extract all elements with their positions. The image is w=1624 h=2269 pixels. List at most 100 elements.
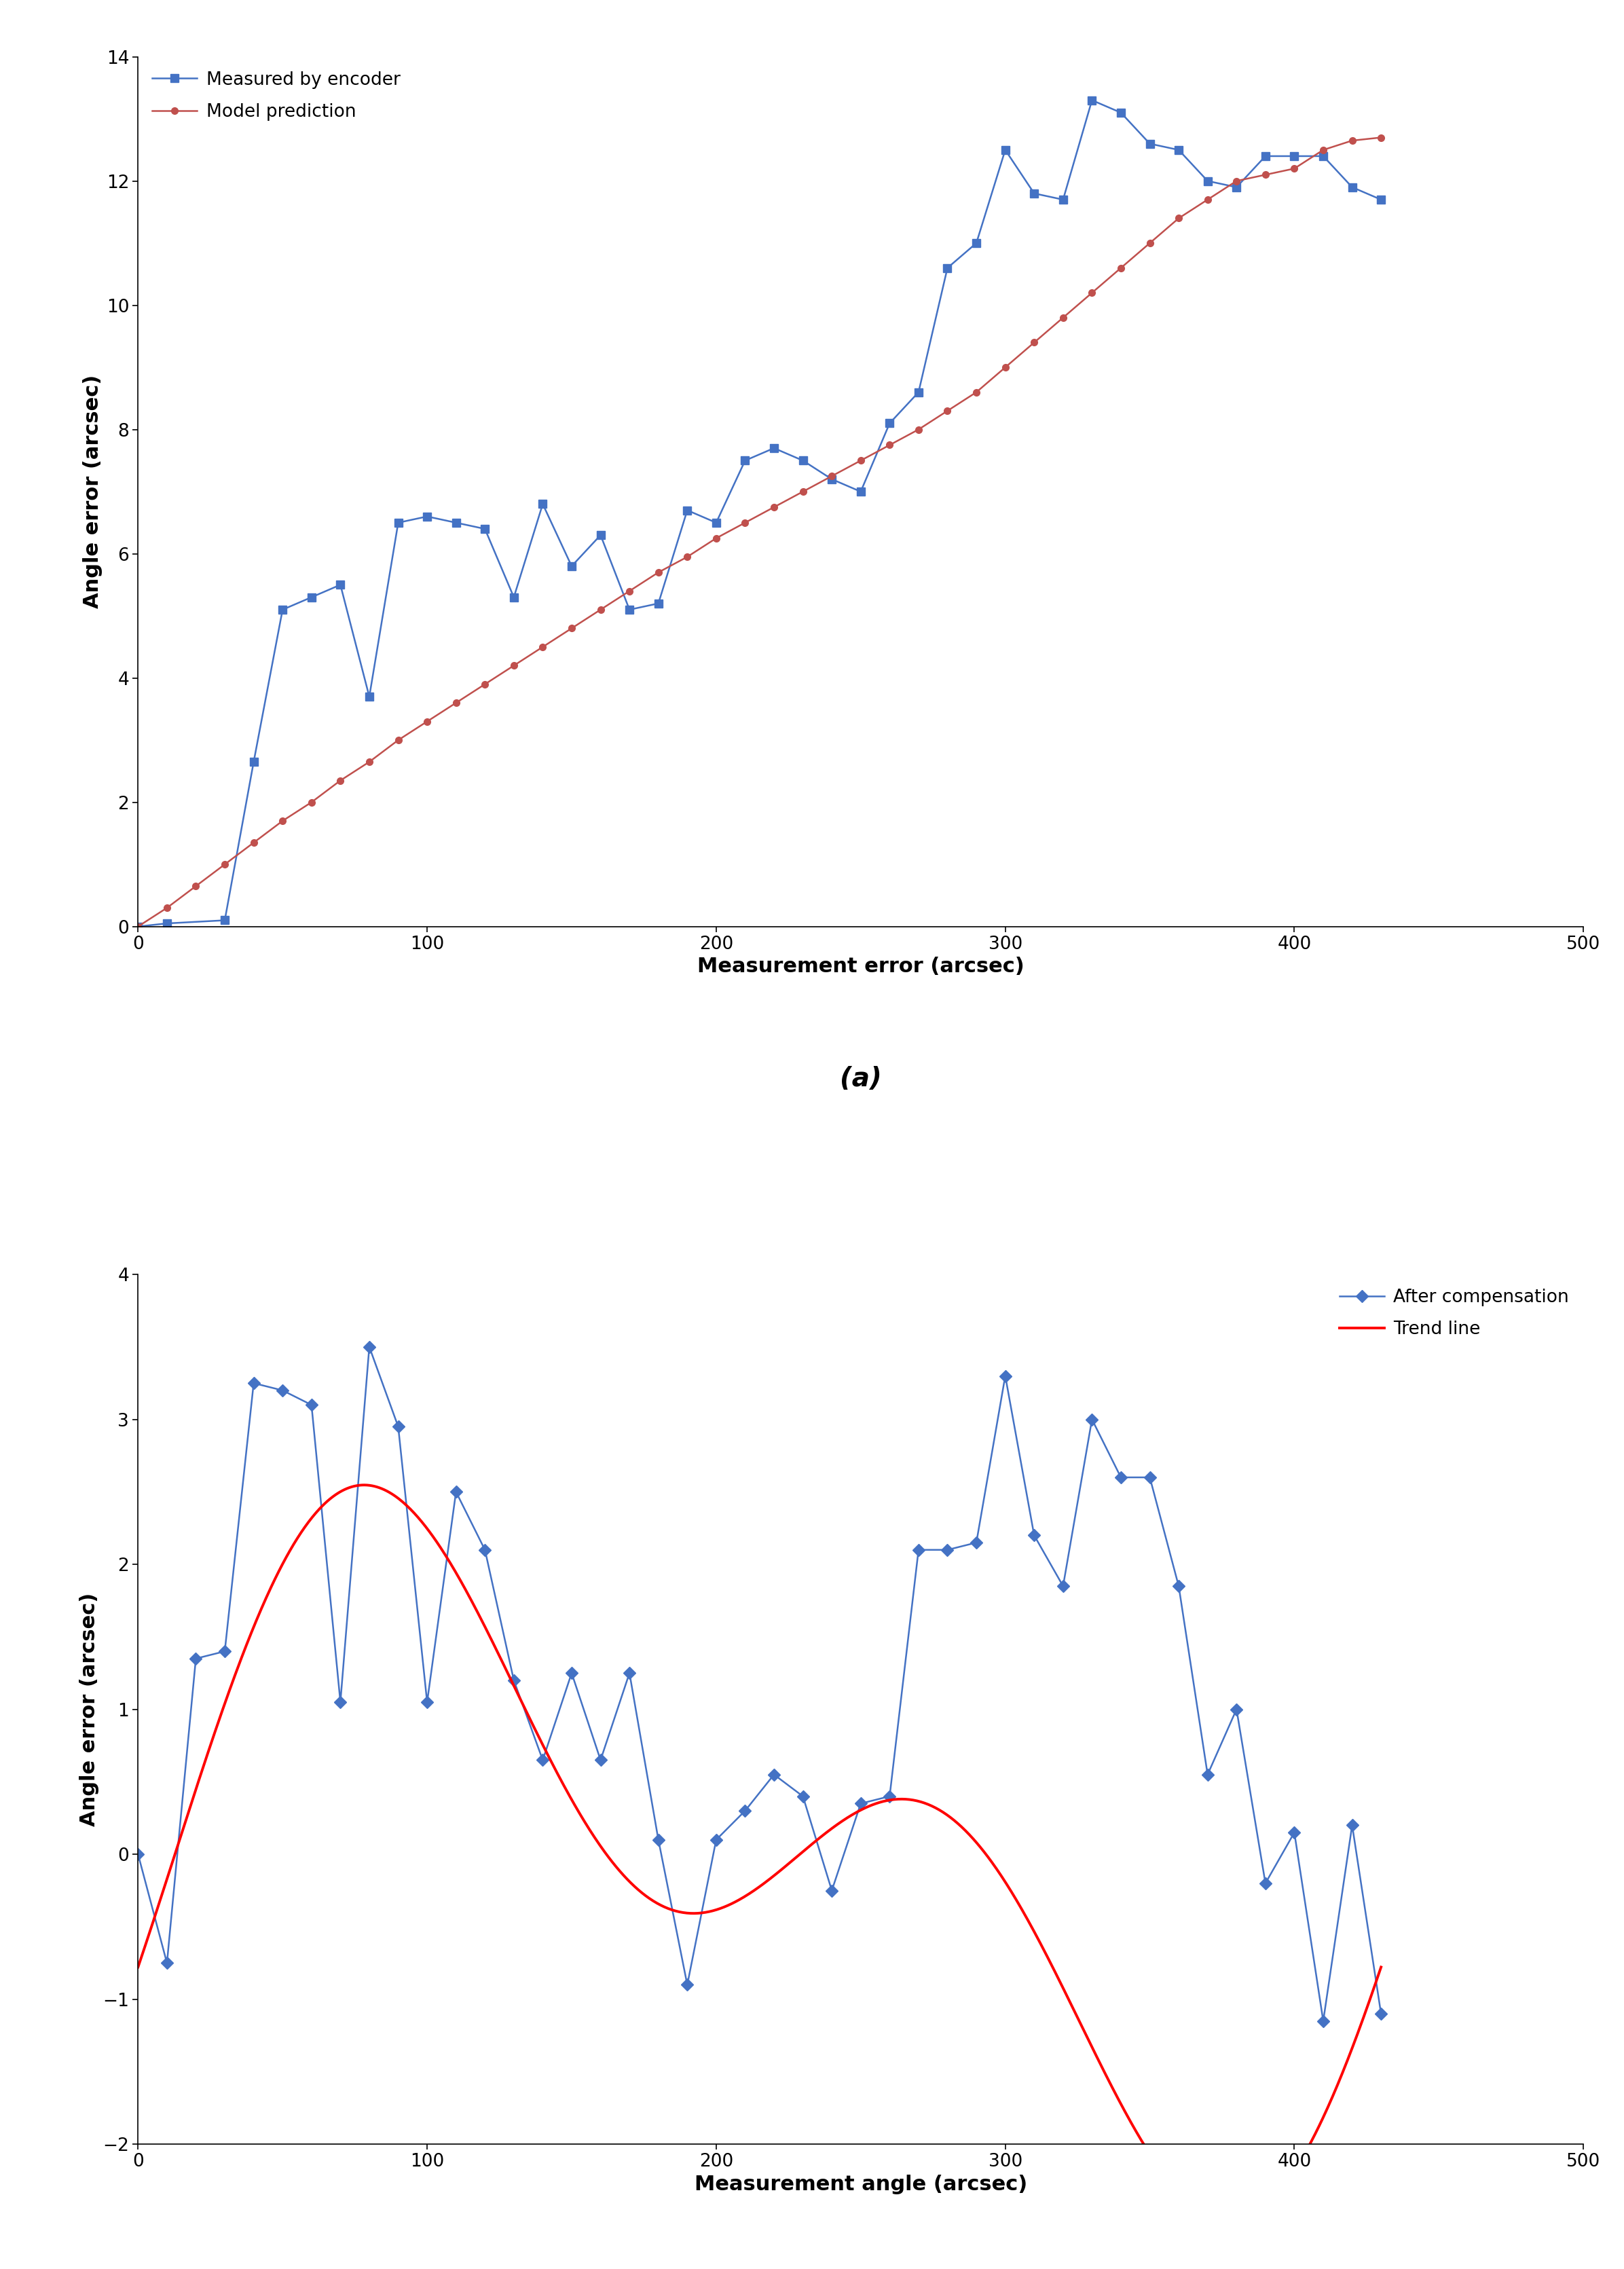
Measured by encoder	[909, 379, 929, 406]
Measured by encoder	[1343, 175, 1363, 202]
Model prediction	[1082, 279, 1101, 306]
Line: Trend line: Trend line	[138, 1484, 1380, 2221]
Measured by encoder	[388, 508, 408, 535]
Model prediction	[648, 558, 667, 585]
Model prediction	[359, 749, 378, 776]
Measured by encoder	[736, 447, 755, 474]
After compensation	[1025, 1522, 1044, 1550]
After compensation	[648, 1827, 667, 1854]
Model prediction	[996, 354, 1015, 381]
Trend line	[1121, 2108, 1140, 2135]
Measured by encoder	[880, 411, 900, 438]
Trend line	[677, 1899, 697, 1926]
Model prediction	[447, 690, 466, 717]
Model prediction	[244, 828, 263, 855]
Measured by encoder	[851, 479, 870, 506]
Measured by encoder	[533, 490, 552, 517]
Model prediction	[1199, 186, 1218, 213]
Trend line	[255, 1586, 274, 1613]
After compensation	[1199, 1761, 1218, 1788]
Model prediction	[476, 672, 495, 699]
Measured by encoder	[244, 749, 263, 776]
After compensation	[765, 1761, 784, 1788]
Measured by encoder	[359, 683, 378, 710]
After compensation	[880, 1783, 900, 1811]
Measured by encoder	[331, 572, 351, 599]
After compensation	[302, 1391, 322, 1418]
Model prediction	[736, 508, 755, 535]
After compensation	[359, 1334, 378, 1361]
After compensation	[966, 1529, 986, 1557]
Model prediction	[562, 615, 581, 642]
After compensation	[1082, 1407, 1101, 1434]
After compensation	[388, 1414, 408, 1441]
Measured by encoder	[1169, 136, 1189, 163]
After compensation	[533, 1747, 552, 1774]
After compensation	[562, 1659, 581, 1686]
Model prediction	[417, 708, 437, 735]
Measured by encoder	[966, 229, 986, 256]
Legend: After compensation, Trend line: After compensation, Trend line	[1335, 1284, 1574, 1343]
Model prediction	[851, 447, 870, 474]
X-axis label: Measurement angle (arcsec): Measurement angle (arcsec)	[695, 2174, 1026, 2194]
Model prediction	[1285, 154, 1304, 182]
Model prediction	[966, 379, 986, 406]
Model prediction	[1226, 168, 1246, 195]
Model prediction	[706, 524, 726, 551]
Measured by encoder	[1082, 86, 1101, 113]
After compensation	[1140, 1464, 1160, 1491]
Model prediction	[273, 808, 292, 835]
After compensation	[214, 1638, 234, 1665]
Measured by encoder	[1025, 179, 1044, 206]
Measured by encoder	[591, 522, 611, 549]
Measured by encoder	[562, 554, 581, 581]
Model prediction	[158, 894, 177, 921]
Measured by encoder	[620, 597, 640, 624]
After compensation	[503, 1668, 523, 1695]
Model prediction	[388, 726, 408, 753]
After compensation	[1226, 1695, 1246, 1722]
Measured by encoder	[476, 515, 495, 542]
Model prediction	[880, 431, 900, 458]
After compensation	[187, 1645, 206, 1672]
Trend line	[1220, 2208, 1239, 2235]
Trend line	[1099, 2067, 1119, 2094]
X-axis label: Measurement error (arcsec): Measurement error (arcsec)	[697, 958, 1025, 976]
After compensation	[677, 1972, 697, 1999]
Y-axis label: Angle error (arcsec): Angle error (arcsec)	[83, 374, 102, 608]
Trend line	[983, 1849, 1002, 1876]
Model prediction	[1054, 304, 1073, 331]
Measured by encoder	[273, 597, 292, 624]
Measured by encoder	[1054, 186, 1073, 213]
After compensation	[1111, 1464, 1130, 1491]
Model prediction	[1025, 329, 1044, 356]
Measured by encoder	[1140, 129, 1160, 157]
After compensation	[417, 1688, 437, 1715]
After compensation	[793, 1783, 812, 1811]
Measured by encoder	[1255, 143, 1275, 170]
Measured by encoder	[1111, 100, 1130, 127]
Measured by encoder	[706, 508, 726, 535]
After compensation	[1343, 1811, 1363, 1838]
Trend line	[354, 1470, 374, 1498]
Trend line	[1371, 1954, 1390, 1981]
Model prediction	[765, 495, 784, 522]
Line: Model prediction: Model prediction	[135, 134, 1384, 930]
After compensation	[706, 1827, 726, 1854]
Text: (a): (a)	[840, 1066, 882, 1091]
Measured by encoder	[417, 504, 437, 531]
Model prediction	[1111, 254, 1130, 281]
Legend: Measured by encoder, Model prediction: Measured by encoder, Model prediction	[148, 66, 406, 127]
Measured by encoder	[793, 447, 812, 474]
Measured by encoder	[1285, 143, 1304, 170]
Measured by encoder	[1226, 175, 1246, 202]
After compensation	[591, 1747, 611, 1774]
Measured by encoder	[214, 908, 234, 935]
After compensation	[1255, 1870, 1275, 1897]
After compensation	[996, 1361, 1015, 1389]
After compensation	[476, 1536, 495, 1563]
Model prediction	[128, 912, 148, 939]
After compensation	[273, 1377, 292, 1405]
Measured by encoder	[677, 497, 697, 524]
Model prediction	[1255, 161, 1275, 188]
